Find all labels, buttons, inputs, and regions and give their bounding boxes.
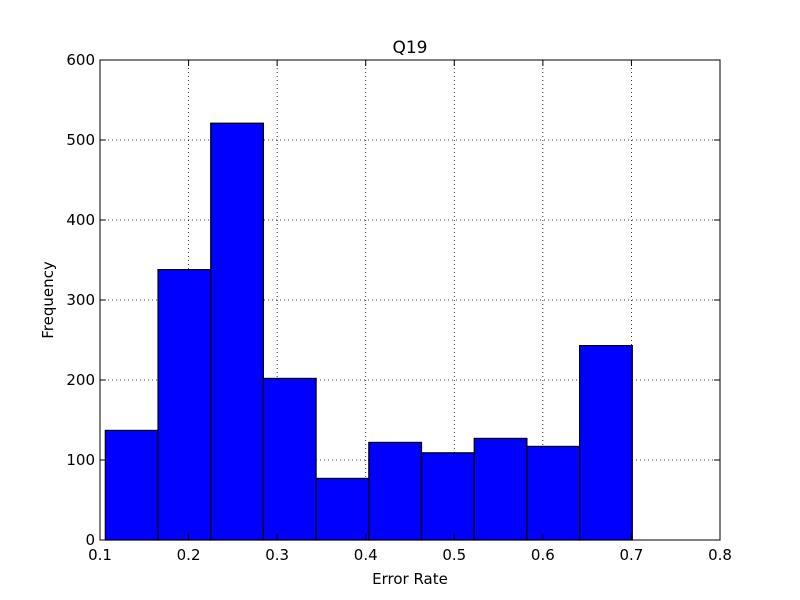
histogram-bar [420, 452, 475, 541]
x-tick-label: 0.7 [619, 546, 643, 564]
histogram-bar [262, 377, 317, 541]
bars [104, 122, 633, 541]
x-tick-label: 0.8 [708, 546, 732, 564]
y-tick-label: 100 [66, 451, 95, 469]
x-tick-label: 0.6 [531, 546, 555, 564]
histogram-bar [368, 441, 423, 541]
y-tick-label: 300 [66, 291, 95, 309]
histogram-bar [210, 122, 265, 541]
y-tick-label: 400 [66, 211, 95, 229]
histogram-bar [526, 445, 581, 541]
histogram-bar [579, 345, 633, 541]
y-axis-title: Frequency [39, 261, 57, 339]
x-tick-label: 0.4 [354, 546, 378, 564]
y-tick-label: 500 [66, 131, 95, 149]
x-tick-label: 0.2 [177, 546, 201, 564]
ticks: 0.1 0.2 0.3 0.4 0.5 0.6 0.7 0.8 0 100 200 300 400 500… [66, 51, 732, 564]
histogram-bar [315, 477, 370, 541]
x-axis-title: Error Rate [372, 570, 448, 588]
y-tick-label: 0 [85, 531, 95, 549]
y-tick-label: 600 [66, 51, 95, 69]
chart-title: Q19 [392, 38, 427, 58]
histogram-bar [473, 437, 528, 541]
histogram-bar [104, 429, 159, 541]
x-tick-label: 0.5 [442, 546, 466, 564]
y-tick-label: 200 [66, 371, 95, 389]
x-tick-label: 0.1 [88, 546, 112, 564]
histogram-bar [157, 269, 212, 541]
x-tick-label: 0.3 [265, 546, 289, 564]
